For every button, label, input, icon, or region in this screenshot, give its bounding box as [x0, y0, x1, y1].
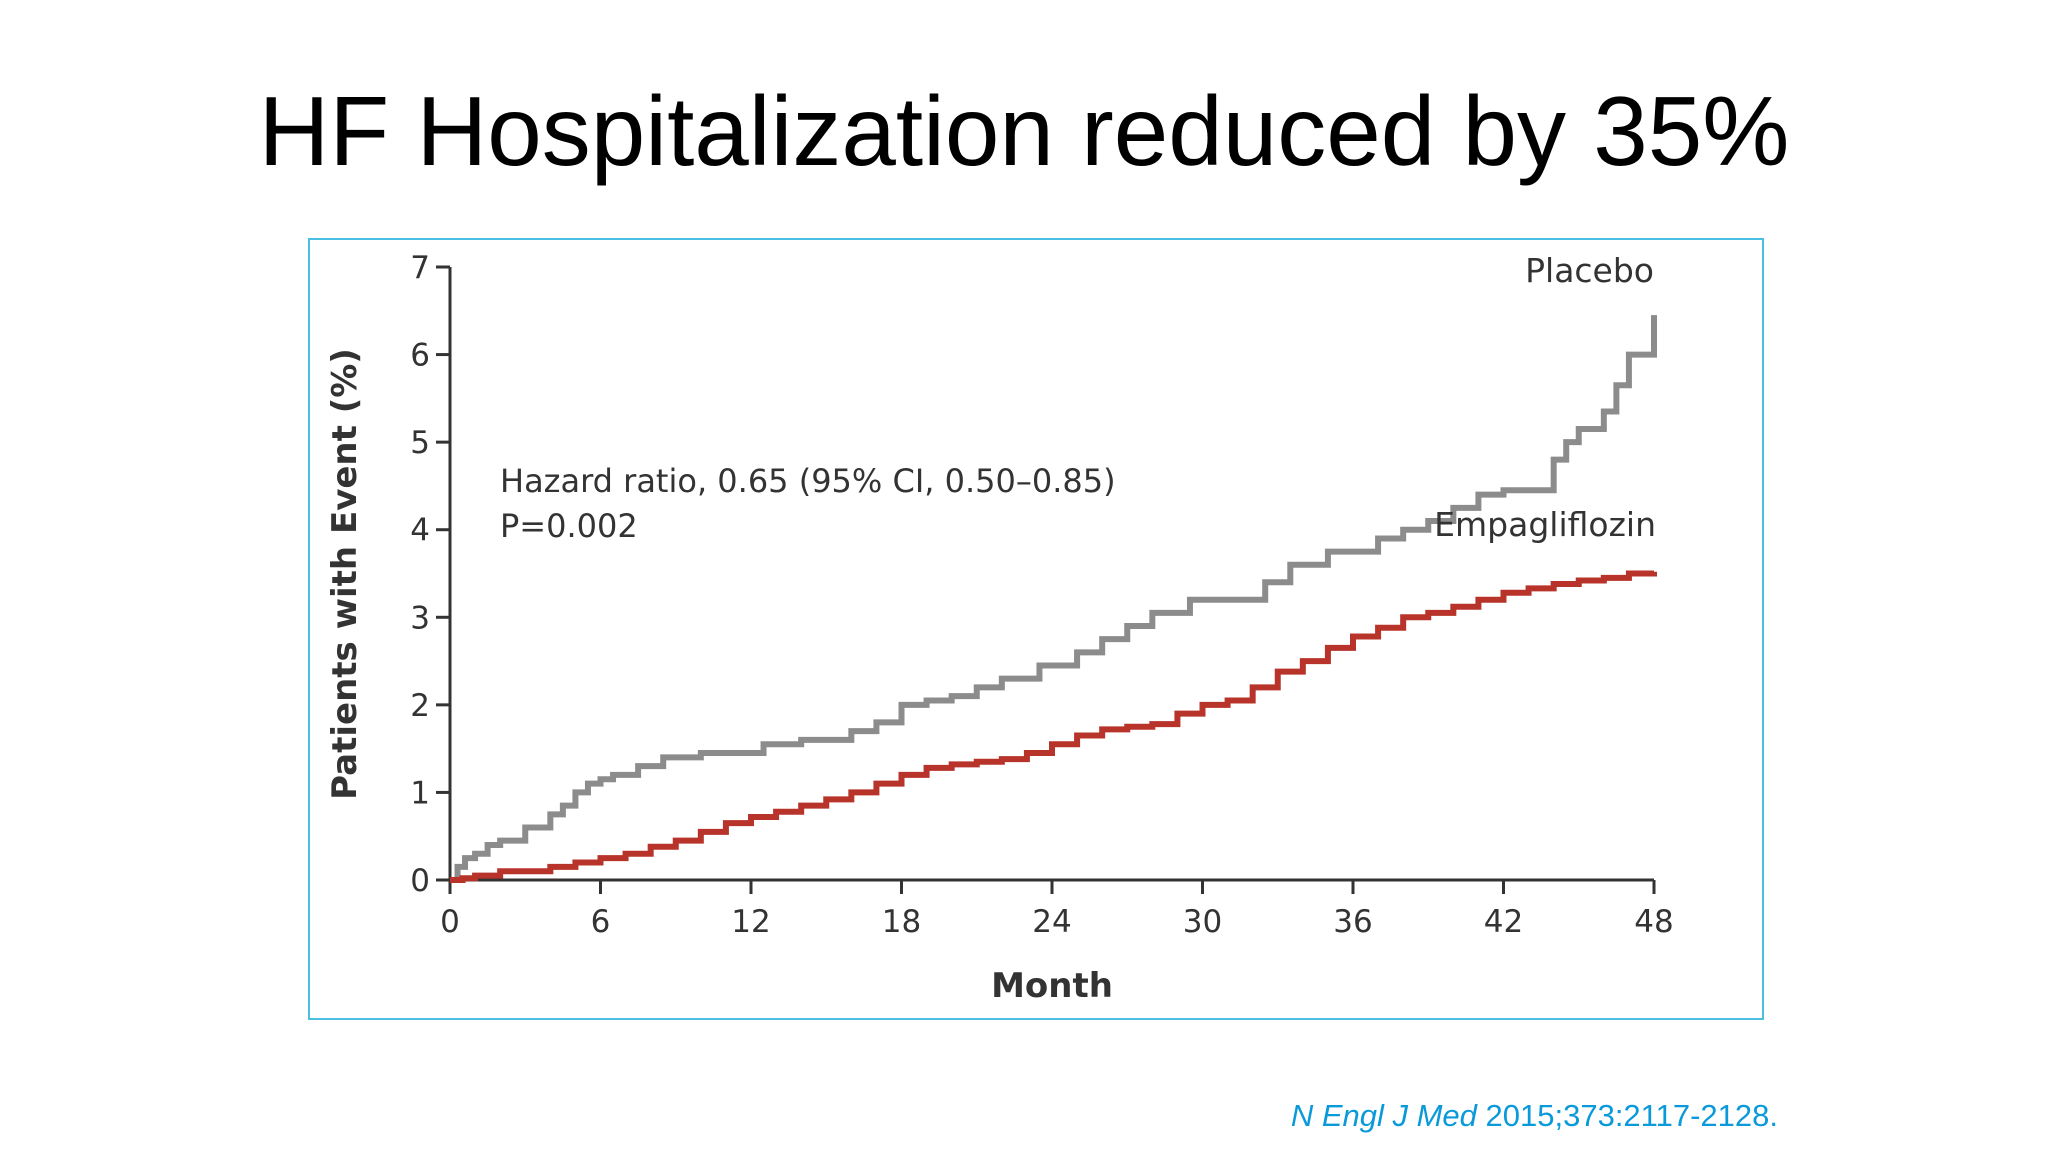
y-tick-label: 0 — [410, 863, 430, 899]
x-tick-label: 30 — [1183, 904, 1222, 940]
x-tick-label: 42 — [1484, 904, 1523, 940]
slide-title: HF Hospitalization reduced by 35% — [258, 76, 1790, 186]
y-tick-label: 1 — [410, 775, 430, 811]
y-tick-label: 6 — [410, 338, 430, 374]
x-tick-label: 0 — [440, 904, 460, 940]
x-tick-label: 12 — [731, 904, 770, 940]
y-tick-label: 7 — [410, 250, 430, 286]
empagliflozin-step-line — [450, 570, 1657, 883]
y-axis-title: Patients with Event (%) — [325, 348, 365, 800]
hazard-ratio-annotation: Hazard ratio, 0.65 (95% CI, 0.50–0.85) — [500, 462, 1116, 500]
y-tick-label: 5 — [410, 425, 430, 461]
citation-reference: 2015;373:2117-2128. — [1476, 1098, 1778, 1133]
x-axis-title: Month — [991, 966, 1113, 1006]
series-lines — [450, 315, 1657, 883]
p-value-annotation: P=0.002 — [500, 507, 638, 545]
x-tick-label: 36 — [1333, 904, 1372, 940]
y-tick-label: 4 — [410, 513, 430, 549]
empagliflozin-label: Empagliflozin — [1434, 505, 1656, 544]
x-tick-label: 48 — [1634, 904, 1673, 940]
placebo-step-line — [450, 315, 1657, 883]
x-tick-label: 24 — [1032, 904, 1071, 940]
y-tick-label: 2 — [410, 688, 430, 724]
x-tick-label: 18 — [882, 904, 921, 940]
y-tick-label: 3 — [410, 600, 430, 636]
x-ticks: 0 6 12 18 24 30 36 42 48 — [440, 880, 1674, 940]
x-tick-label: 6 — [591, 904, 611, 940]
y-ticks: 0 1 2 3 4 5 6 7 — [410, 250, 450, 899]
citation-journal: N Engl J Med — [1290, 1098, 1477, 1133]
citation: N Engl J Med 2015;373:2117-2128. — [1291, 1098, 1778, 1134]
placebo-label: Placebo — [1525, 251, 1654, 290]
